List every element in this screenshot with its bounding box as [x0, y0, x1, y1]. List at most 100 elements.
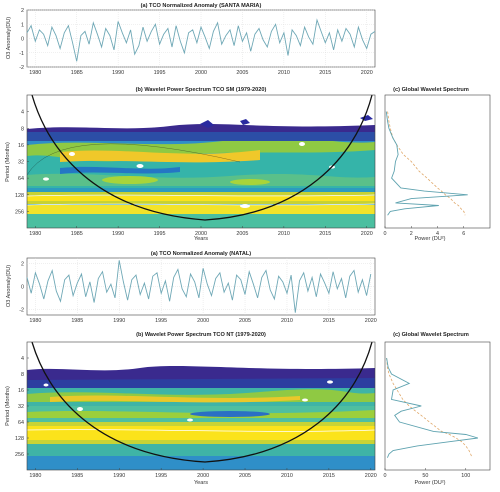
- panel-nt-wavelet: (b) Wavelet Power Spectrum TCO NT (1979-…: [5, 332, 377, 486]
- nt-wavelet-xtick-label: 1990: [113, 473, 125, 479]
- nt-anomaly-series-line: [26, 260, 372, 313]
- nt-wavelet-ytick-label: 16: [18, 388, 24, 394]
- nt-anomaly-xtick-label: 2010: [281, 318, 293, 324]
- sm-anomaly-ytick-label: -2: [19, 65, 24, 71]
- sm-global-xtick-label: 0: [384, 231, 387, 237]
- sm-wavelet-ytick-label: 16: [18, 143, 24, 149]
- sm-wavelet-xtick-label: 1995: [154, 231, 166, 237]
- sm-anomaly-title: (a) TCO Normalized Anomaly (SANTA MARIA): [141, 3, 262, 9]
- sm-global-significance-line: [387, 111, 466, 216]
- nt-wavelet-xtick-label: 2010: [281, 473, 293, 479]
- sm-anomaly-ytick-label: -1: [19, 51, 24, 57]
- nt-wavelet-xtick-label: 2000: [197, 473, 209, 479]
- sm-wavelet-xtick-label: 1985: [71, 231, 83, 237]
- sm-global-xtick-label: 6: [462, 231, 465, 237]
- nt-anomaly-ylabel: O3 Anomaly(DU): [6, 265, 12, 307]
- sm-global-xlabel: Power (DU²): [414, 236, 445, 242]
- sm-anomaly-xtick-label: 2000: [195, 70, 207, 76]
- sm-wavelet-xtick-label: 2005: [236, 231, 248, 237]
- nt-anomaly-xtick-label: 1990: [113, 318, 125, 324]
- nt-global-significance-line: [386, 357, 473, 458]
- sm-anomaly-ylabel: O3 Anomaly(DU): [6, 17, 12, 59]
- nt-wavelet-title: (b) Wavelet Power Spectrum TCO NT (1979-…: [136, 332, 266, 338]
- nt-anomaly-xtick-label: 1985: [71, 318, 83, 324]
- sm-anomaly-xtick-label: 1980: [29, 70, 41, 76]
- sm-wavelet-title: (b) Wavelet Power Spectrum TCO SM (1979-…: [136, 87, 267, 93]
- sm-wavelet-ylabel: Period (Months): [5, 142, 11, 182]
- sm-global-ticks: 0 2 4 6: [384, 226, 465, 237]
- nt-anomaly-xtick-label: 2000: [197, 318, 209, 324]
- sm-anomaly-ytick-label: 0: [21, 37, 24, 43]
- sm-wavelet-xtick-label: 2015: [319, 231, 331, 237]
- sm-anomaly-xtick-label: 2015: [319, 70, 331, 76]
- nt-global-plot-area: [384, 341, 491, 471]
- nt-wavelet-ytick-label: 256: [15, 452, 24, 458]
- sm-global-spectrum-line: [385, 111, 468, 216]
- nt-global-xlabel: Power (DU²): [414, 480, 445, 486]
- nt-wavelet-xlabel: Years: [194, 480, 208, 486]
- nt-wavelet-xtick-label: 1985: [71, 473, 83, 479]
- nt-anomaly-ytick-label: -2: [19, 307, 24, 313]
- nt-wavelet-ytick-label: 64: [18, 420, 24, 426]
- nt-wavelet-xtick-label: 2005: [239, 473, 251, 479]
- sm-wavelet-ticks: 1980 1985 1990 1995 2000 2005 2010 2015 2020 4 8 16…: [15, 110, 373, 237]
- nt-global-title: (c) Global Wavelet Spectrum: [393, 332, 469, 338]
- sm-wavelet-xlabel: Years: [194, 236, 208, 242]
- nt-anomaly-ytick-label: 2: [21, 262, 24, 268]
- nt-anomaly-xtick-label: 2015: [323, 318, 335, 324]
- sm-anomaly-xtick-label: 1985: [71, 70, 83, 76]
- sm-anomaly-series-line: [26, 18, 376, 62]
- panel-sm-global: (c) Global Wavelet Spectrum 0 2 4 6 Power (…: [384, 87, 491, 242]
- sm-wavelet-field: [27, 95, 375, 228]
- sm-anomaly-xtick-label: 2005: [236, 70, 248, 76]
- sm-anomaly-ytick-label: 2: [21, 8, 24, 14]
- nt-global-xtick-label: 50: [422, 473, 428, 479]
- sm-anomaly-ticks: 1980 1985 1990 1995 2000 2005 2010 2015 2020 2 1 0 -…: [19, 8, 373, 76]
- sm-wavelet-ytick-label: 4: [21, 110, 24, 116]
- sm-wavelet-xtick-label: 2000: [195, 231, 207, 237]
- nt-anomaly-grid: [27, 258, 375, 315]
- sm-wavelet-xtick-label: 2010: [278, 231, 290, 237]
- sm-wavelet-ytick-label: 256: [15, 209, 24, 215]
- nt-anomaly-xtick-label: 1995: [155, 318, 167, 324]
- nt-global-spectrum-line: [386, 357, 479, 458]
- sm-global-xtick-label: 2: [410, 231, 413, 237]
- nt-wavelet-ticks: 1980 1985 1990 1995 2000 2005 2010 2015 2020 4 8 16…: [15, 356, 377, 479]
- panel-sm-anomaly: (a) TCO Normalized Anomaly (SANTA MARIA)…: [6, 3, 376, 76]
- nt-anomaly-xtick-label: 1980: [29, 318, 41, 324]
- sm-global-plot-area: [384, 94, 491, 229]
- nt-anomaly-ytick-label: 0: [21, 285, 24, 291]
- panel-sm-wavelet: (b) Wavelet Power Spectrum TCO SM (1979-…: [5, 87, 376, 242]
- sm-wavelet-xtick-label: 1990: [112, 231, 124, 237]
- sm-anomaly-grid: [27, 9, 375, 68]
- nt-wavelet-xtick-label: 2015: [323, 473, 335, 479]
- sm-global-xtick-label: 4: [436, 231, 439, 237]
- nt-wavelet-ylabel: Period (Months): [5, 386, 11, 426]
- panel-nt-anomaly: (a) TCO Normalized Anomaly (NATAL) 1980 1…: [6, 251, 377, 324]
- sm-global-title: (c) Global Wavelet Spectrum: [393, 87, 469, 93]
- sm-anomaly-xtick-label: 2020: [361, 70, 373, 76]
- sm-wavelet-ytick-label: 128: [15, 193, 24, 199]
- nt-anomaly-title: (a) TCO Normalized Anomaly (NATAL): [151, 251, 251, 257]
- sm-wavelet-ytick-label: 64: [18, 176, 24, 182]
- sm-wavelet-xtick-label: 2020: [361, 231, 373, 237]
- sm-anomaly-xtick-label: 1990: [112, 70, 124, 76]
- sm-wavelet-ytick-label: 8: [21, 126, 24, 132]
- nt-wavelet-ytick-label: 4: [21, 356, 24, 362]
- sm-wavelet-xtick-label: 1980: [29, 231, 41, 237]
- nt-wavelet-field: [27, 342, 375, 470]
- nt-global-ticks: 0 50 100: [384, 468, 470, 479]
- nt-wavelet-xtick-label: 1980: [29, 473, 41, 479]
- nt-wavelet-xtick-label: 1995: [155, 473, 167, 479]
- nt-wavelet-xtick-label: 2020: [365, 473, 377, 479]
- nt-global-xtick-label: 0: [384, 473, 387, 479]
- nt-wavelet-ytick-label: 8: [21, 372, 24, 378]
- sm-wavelet-ytick-label: 32: [18, 160, 24, 166]
- nt-wavelet-ytick-label: 128: [15, 436, 24, 442]
- panel-nt-global: (c) Global Wavelet Spectrum 0 50 100 Power…: [384, 332, 491, 486]
- nt-anomaly-xtick-label: 2005: [239, 318, 251, 324]
- sm-anomaly-ytick-label: 1: [21, 22, 24, 28]
- nt-wavelet-ytick-label: 32: [18, 404, 24, 410]
